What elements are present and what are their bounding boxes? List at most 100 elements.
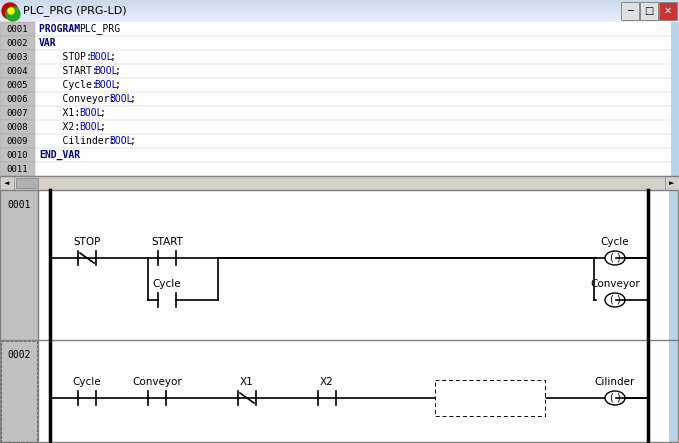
Text: ✕: ✕ <box>664 6 672 16</box>
Bar <box>0 106 35 120</box>
Text: PROGRAM: PROGRAM <box>39 24 86 34</box>
Bar <box>0 8 679 9</box>
Bar <box>0 190 38 443</box>
Text: START: START <box>151 237 183 247</box>
Text: STOP:: STOP: <box>39 52 98 62</box>
Bar <box>0 2 679 3</box>
Circle shape <box>2 3 18 19</box>
Bar <box>0 21 679 22</box>
Text: □: □ <box>644 6 654 16</box>
Text: ;: ; <box>129 136 135 146</box>
Bar <box>669 190 679 443</box>
Text: BOOL: BOOL <box>89 52 113 62</box>
Text: X1: X1 <box>240 377 254 387</box>
Text: 0009: 0009 <box>7 136 29 145</box>
Text: BOOL: BOOL <box>79 108 103 118</box>
Text: Cycle:: Cycle: <box>39 80 104 90</box>
Bar <box>0 20 679 21</box>
Bar <box>0 13 679 14</box>
Text: BOOL: BOOL <box>94 80 117 90</box>
Text: Cycle: Cycle <box>601 237 629 247</box>
Bar <box>0 36 35 50</box>
Text: PLC_PRG: PLC_PRG <box>79 23 120 35</box>
Bar <box>0 6 679 7</box>
Text: START:: START: <box>39 66 104 76</box>
Bar <box>0 18 679 19</box>
Text: Cilinder: Cilinder <box>595 377 635 387</box>
Text: ( ): ( ) <box>610 253 621 263</box>
Bar <box>671 22 679 176</box>
Bar <box>0 15 679 16</box>
Bar <box>0 19 679 20</box>
Text: BOOL: BOOL <box>94 66 117 76</box>
Bar <box>0 7 679 8</box>
Text: ─: ─ <box>627 6 633 16</box>
Text: Cycle: Cycle <box>73 377 101 387</box>
Bar <box>0 120 35 134</box>
Bar <box>1 341 37 442</box>
Text: Conveyor: Conveyor <box>132 377 182 387</box>
Bar <box>0 4 679 5</box>
Text: 0008: 0008 <box>7 123 29 132</box>
Bar <box>0 92 35 106</box>
FancyBboxPatch shape <box>621 2 639 20</box>
Text: ►: ► <box>669 180 675 186</box>
Ellipse shape <box>605 391 625 405</box>
Text: X2:: X2: <box>39 122 86 132</box>
Text: 0003: 0003 <box>7 53 29 62</box>
Text: 0001: 0001 <box>7 24 29 34</box>
Text: ;: ; <box>99 122 105 132</box>
Text: 0006: 0006 <box>7 94 29 104</box>
Text: Cycle: Cycle <box>153 279 181 289</box>
Bar <box>0 16 679 17</box>
Text: ( ): ( ) <box>610 393 621 403</box>
Text: PLC_PRG (PRG-LD): PLC_PRG (PRG-LD) <box>23 6 126 16</box>
Bar <box>0 78 35 92</box>
Text: BOOL: BOOL <box>109 94 132 104</box>
Bar <box>16 178 38 188</box>
Text: VAR: VAR <box>39 38 56 48</box>
Bar <box>0 176 679 190</box>
Bar <box>0 162 35 176</box>
Bar <box>0 14 679 15</box>
Ellipse shape <box>605 251 625 265</box>
Bar <box>0 50 35 64</box>
Bar <box>0 10 679 11</box>
Text: 0001: 0001 <box>7 200 31 210</box>
Text: 0002: 0002 <box>7 350 31 360</box>
Text: 0007: 0007 <box>7 109 29 117</box>
Bar <box>0 1 679 2</box>
Bar <box>0 0 679 1</box>
Bar <box>665 176 679 190</box>
Text: Conveyor: Conveyor <box>590 279 640 289</box>
Text: ;: ; <box>114 80 120 90</box>
Text: ◄: ◄ <box>4 180 10 186</box>
FancyBboxPatch shape <box>659 2 677 20</box>
Text: ;: ; <box>99 108 105 118</box>
Bar <box>0 22 679 176</box>
Text: 0004: 0004 <box>7 66 29 75</box>
Text: 0011: 0011 <box>7 164 29 174</box>
Bar <box>0 3 679 4</box>
Bar <box>0 176 14 190</box>
Text: ;: ; <box>114 66 120 76</box>
Text: 0002: 0002 <box>7 39 29 47</box>
Text: BOOL: BOOL <box>109 136 132 146</box>
Bar <box>0 148 35 162</box>
Bar <box>0 17 679 18</box>
Text: STOP: STOP <box>73 237 100 247</box>
Text: ( ): ( ) <box>610 295 621 305</box>
Circle shape <box>8 8 14 14</box>
Text: 0005: 0005 <box>7 81 29 89</box>
Bar <box>0 12 679 13</box>
Text: 0010: 0010 <box>7 151 29 159</box>
Bar <box>0 11 679 12</box>
Text: Conveyor:: Conveyor: <box>39 94 122 104</box>
Bar <box>0 9 679 10</box>
Text: Cilinder:: Cilinder: <box>39 136 122 146</box>
Bar <box>0 5 679 6</box>
Bar <box>0 190 678 442</box>
Text: ;: ; <box>109 52 115 62</box>
Circle shape <box>6 7 20 21</box>
FancyBboxPatch shape <box>640 2 658 20</box>
